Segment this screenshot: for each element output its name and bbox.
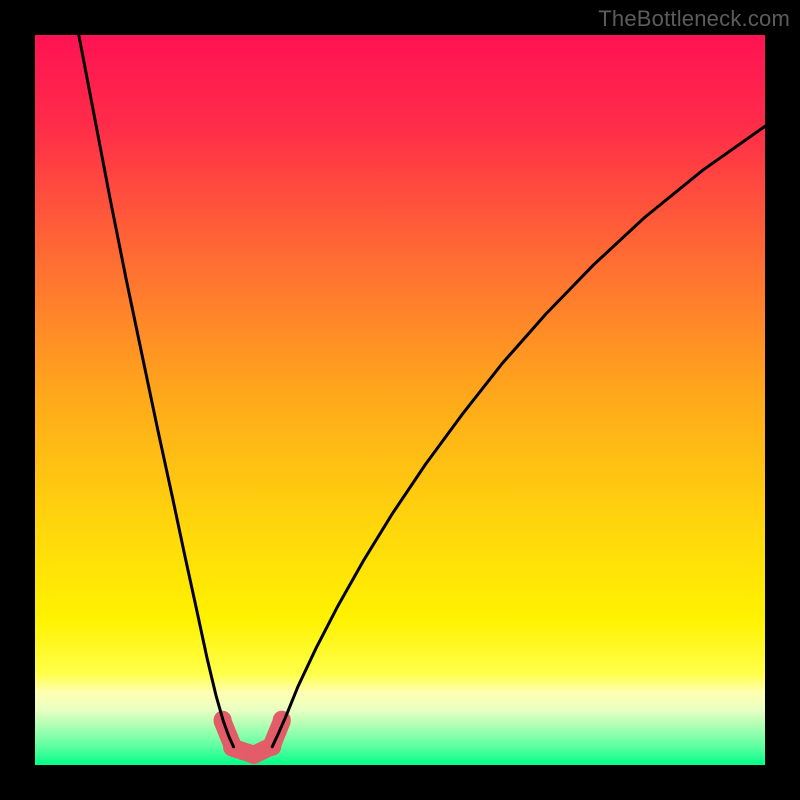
chart-frame: TheBottleneck.com <box>0 0 800 800</box>
plot-area <box>35 35 765 765</box>
watermark-label: TheBottleneck.com <box>598 6 790 32</box>
gradient-background <box>35 35 765 765</box>
plot-svg <box>35 35 765 765</box>
